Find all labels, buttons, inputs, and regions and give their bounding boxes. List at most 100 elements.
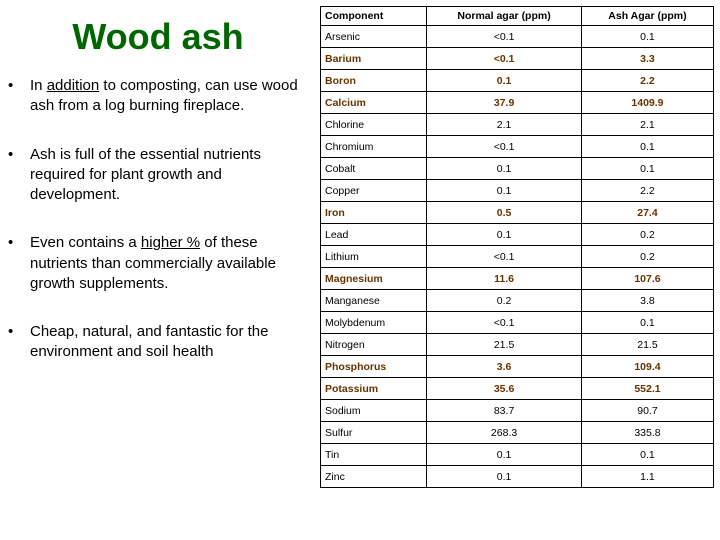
bullet-item: •Cheap, natural, and fantastic for the e… bbox=[8, 322, 308, 363]
cell-component: Chromium bbox=[321, 136, 427, 158]
bullet-item: •Even contains a higher % of these nutri… bbox=[8, 233, 308, 294]
cell-normal: 35.6 bbox=[427, 378, 582, 400]
table-row: Iron0.527.4 bbox=[321, 202, 714, 224]
cell-ash: 107.6 bbox=[581, 268, 713, 290]
cell-normal: 21.5 bbox=[427, 334, 582, 356]
table-row: Nitrogen21.521.5 bbox=[321, 334, 714, 356]
cell-normal: 2.1 bbox=[427, 114, 582, 136]
table-row: Potassium35.6552.1 bbox=[321, 378, 714, 400]
table-row: Copper0.12.2 bbox=[321, 180, 714, 202]
cell-ash: 3.3 bbox=[581, 48, 713, 70]
cell-ash: 0.1 bbox=[581, 136, 713, 158]
header-component: Component bbox=[321, 7, 427, 26]
cell-component: Zinc bbox=[321, 466, 427, 488]
cell-ash: 0.2 bbox=[581, 224, 713, 246]
table-row: Molybdenum<0.10.1 bbox=[321, 312, 714, 334]
cell-component: Potassium bbox=[321, 378, 427, 400]
cell-ash: 552.1 bbox=[581, 378, 713, 400]
cell-normal: 0.1 bbox=[427, 224, 582, 246]
cell-ash: 335.8 bbox=[581, 422, 713, 444]
cell-normal: 0.1 bbox=[427, 466, 582, 488]
cell-normal: 268.3 bbox=[427, 422, 582, 444]
cell-normal: <0.1 bbox=[427, 48, 582, 70]
cell-normal: 11.6 bbox=[427, 268, 582, 290]
cell-ash: 2.1 bbox=[581, 114, 713, 136]
composition-table: Component Normal agar (ppm) Ash Agar (pp… bbox=[320, 6, 714, 488]
table-row: Chlorine2.12.1 bbox=[321, 114, 714, 136]
table-row: Magnesium11.6107.6 bbox=[321, 268, 714, 290]
header-normal: Normal agar (ppm) bbox=[427, 7, 582, 26]
table-row: Tin0.10.1 bbox=[321, 444, 714, 466]
table-row: Phosphorus3.6109.4 bbox=[321, 356, 714, 378]
left-column: Wood ash •In addition to composting, can… bbox=[0, 0, 320, 540]
table-row: Sodium83.790.7 bbox=[321, 400, 714, 422]
cell-ash: 2.2 bbox=[581, 70, 713, 92]
cell-normal: 83.7 bbox=[427, 400, 582, 422]
cell-normal: 3.6 bbox=[427, 356, 582, 378]
cell-component: Chlorine bbox=[321, 114, 427, 136]
cell-component: Calcium bbox=[321, 92, 427, 114]
cell-component: Lead bbox=[321, 224, 427, 246]
cell-normal: 0.1 bbox=[427, 180, 582, 202]
cell-component: Manganese bbox=[321, 290, 427, 312]
cell-component: Barium bbox=[321, 48, 427, 70]
bullet-text: Ash is full of the essential nutrients r… bbox=[30, 145, 308, 206]
table-row: Lead0.10.2 bbox=[321, 224, 714, 246]
cell-normal: 0.2 bbox=[427, 290, 582, 312]
header-ash: Ash Agar (ppm) bbox=[581, 7, 713, 26]
cell-component: Molybdenum bbox=[321, 312, 427, 334]
cell-ash: 27.4 bbox=[581, 202, 713, 224]
bullet-marker: • bbox=[8, 76, 30, 117]
cell-component: Tin bbox=[321, 444, 427, 466]
bullet-text: In addition to composting, can use wood … bbox=[30, 76, 308, 117]
cell-component: Sodium bbox=[321, 400, 427, 422]
bullet-marker: • bbox=[8, 322, 30, 363]
cell-ash: 0.1 bbox=[581, 312, 713, 334]
cell-normal: <0.1 bbox=[427, 312, 582, 334]
bullet-list: •In addition to composting, can use wood… bbox=[8, 76, 308, 363]
cell-component: Magnesium bbox=[321, 268, 427, 290]
table-row: Lithium<0.10.2 bbox=[321, 246, 714, 268]
slide-title: Wood ash bbox=[8, 16, 308, 58]
cell-ash: 0.1 bbox=[581, 158, 713, 180]
cell-normal: 0.1 bbox=[427, 444, 582, 466]
cell-normal: 0.1 bbox=[427, 70, 582, 92]
cell-component: Lithium bbox=[321, 246, 427, 268]
bullet-item: •In addition to composting, can use wood… bbox=[8, 76, 308, 117]
right-column: Component Normal agar (ppm) Ash Agar (pp… bbox=[320, 0, 720, 540]
table-row: Chromium<0.10.1 bbox=[321, 136, 714, 158]
cell-ash: 0.2 bbox=[581, 246, 713, 268]
cell-ash: 21.5 bbox=[581, 334, 713, 356]
cell-normal: 0.5 bbox=[427, 202, 582, 224]
table-row: Calcium37.91409.9 bbox=[321, 92, 714, 114]
bullet-text: Cheap, natural, and fantastic for the en… bbox=[30, 322, 308, 363]
cell-component: Iron bbox=[321, 202, 427, 224]
cell-component: Cobalt bbox=[321, 158, 427, 180]
cell-ash: 3.8 bbox=[581, 290, 713, 312]
cell-component: Copper bbox=[321, 180, 427, 202]
table-body: Arsenic<0.10.1Barium<0.13.3Boron0.12.2Ca… bbox=[321, 26, 714, 488]
cell-ash: 90.7 bbox=[581, 400, 713, 422]
table-row: Sulfur268.3335.8 bbox=[321, 422, 714, 444]
bullet-item: •Ash is full of the essential nutrients … bbox=[8, 145, 308, 206]
cell-normal: <0.1 bbox=[427, 136, 582, 158]
cell-normal: 37.9 bbox=[427, 92, 582, 114]
cell-component: Arsenic bbox=[321, 26, 427, 48]
cell-normal: <0.1 bbox=[427, 246, 582, 268]
table-row: Arsenic<0.10.1 bbox=[321, 26, 714, 48]
cell-ash: 1409.9 bbox=[581, 92, 713, 114]
bullet-marker: • bbox=[8, 145, 30, 206]
cell-ash: 2.2 bbox=[581, 180, 713, 202]
slide: Wood ash •In addition to composting, can… bbox=[0, 0, 720, 540]
table-row: Boron0.12.2 bbox=[321, 70, 714, 92]
cell-component: Nitrogen bbox=[321, 334, 427, 356]
cell-ash: 109.4 bbox=[581, 356, 713, 378]
table-row: Cobalt0.10.1 bbox=[321, 158, 714, 180]
table-header-row: Component Normal agar (ppm) Ash Agar (pp… bbox=[321, 7, 714, 26]
cell-ash: 0.1 bbox=[581, 26, 713, 48]
table-row: Barium<0.13.3 bbox=[321, 48, 714, 70]
cell-component: Boron bbox=[321, 70, 427, 92]
bullet-text: Even contains a higher % of these nutrie… bbox=[30, 233, 308, 294]
cell-normal: 0.1 bbox=[427, 158, 582, 180]
cell-ash: 0.1 bbox=[581, 444, 713, 466]
